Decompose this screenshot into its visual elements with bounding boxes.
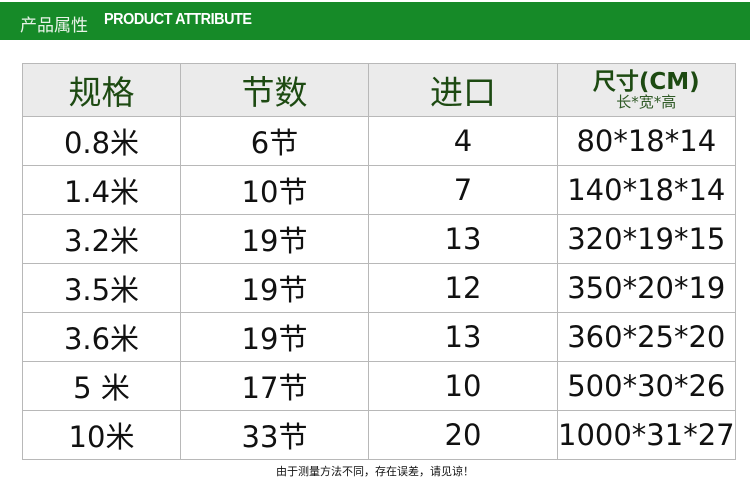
cell-spec: 3.6米 xyxy=(22,312,181,362)
cell-size: 500*30*26 xyxy=(557,361,736,411)
cell-sections: 19节 xyxy=(180,312,369,362)
cell-spec: 3.2米 xyxy=(22,214,181,264)
cell-size: 360*25*20 xyxy=(557,312,736,362)
header-spec: 规格 xyxy=(22,63,181,117)
cell-entrances: 13 xyxy=(368,312,558,362)
cell-entrances: 13 xyxy=(368,214,558,264)
banner-title-en: PRODUCT ATTRIBUTE xyxy=(104,11,252,28)
cell-size: 80*18*14 xyxy=(557,116,736,166)
cell-sections: 6节 xyxy=(180,116,369,166)
cell-spec: 1.4米 xyxy=(22,165,181,215)
header-sections: 节数 xyxy=(180,63,369,117)
cell-entrances: 7 xyxy=(368,165,558,215)
cell-spec: 0.8米 xyxy=(22,116,181,166)
header-size-label: 尺寸(CM) xyxy=(592,69,700,95)
header-size-sublabel: 长*宽*高 xyxy=(616,93,677,111)
cell-entrances: 12 xyxy=(368,263,558,313)
cell-spec: 5 米 xyxy=(22,361,181,411)
cell-spec: 10米 xyxy=(22,410,181,460)
table-row: 3.6米 19节 13 360*25*20 xyxy=(22,312,736,362)
cell-entrances: 10 xyxy=(368,361,558,411)
table-row: 0.8米 6节 4 80*18*14 xyxy=(22,116,736,166)
table-header-row: 规格 节数 进口 尺寸(CM) 长*宽*高 xyxy=(22,63,736,117)
cell-entrances: 20 xyxy=(368,410,558,460)
cell-size: 1000*31*27 xyxy=(557,410,736,460)
table-row: 5 米 17节 10 500*30*26 xyxy=(22,361,736,411)
cell-sections: 19节 xyxy=(180,263,369,313)
header-entrances: 进口 xyxy=(368,63,558,117)
cell-entrances: 4 xyxy=(368,116,558,166)
table-row: 3.2米 19节 13 320*19*15 xyxy=(22,214,736,264)
cell-spec: 3.5米 xyxy=(22,263,181,313)
cell-size: 350*20*19 xyxy=(557,263,736,313)
table-row: 3.5米 19节 12 350*20*19 xyxy=(22,263,736,313)
banner-title-cn: 产品属性 xyxy=(20,16,88,36)
table-row: 10米 33节 20 1000*31*27 xyxy=(22,410,736,460)
cell-size: 320*19*15 xyxy=(557,214,736,264)
cell-sections: 10节 xyxy=(180,165,369,215)
product-attribute-table: 规格 节数 进口 尺寸(CM) 长*宽*高 0.8米 6节 4 80*18*14 1.4… xyxy=(22,63,736,460)
table-row: 1.4米 10节 7 140*18*14 xyxy=(22,165,736,215)
cell-sections: 33节 xyxy=(180,410,369,460)
cell-size: 140*18*14 xyxy=(557,165,736,215)
header-size: 尺寸(CM) 长*宽*高 xyxy=(557,63,736,117)
footnote: 由于测量方法不同，存在误差，请见谅！ xyxy=(276,465,474,478)
cell-sections: 19节 xyxy=(180,214,369,264)
cell-sections: 17节 xyxy=(180,361,369,411)
section-banner: 产品属性 PRODUCT ATTRIBUTE xyxy=(0,2,750,40)
